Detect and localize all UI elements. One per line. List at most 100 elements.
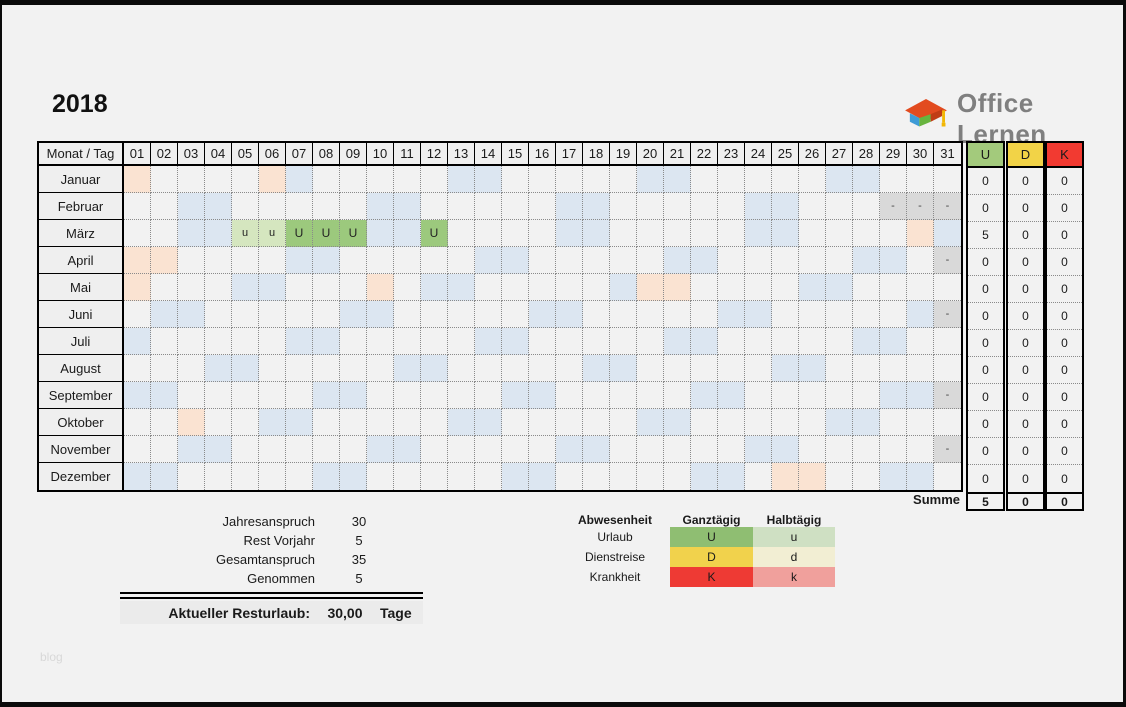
day-cell[interactable] xyxy=(637,463,664,490)
day-cell[interactable] xyxy=(799,166,826,193)
day-cell[interactable] xyxy=(691,436,718,463)
day-cell[interactable] xyxy=(475,328,502,355)
day-cell[interactable] xyxy=(259,166,286,193)
day-cell[interactable] xyxy=(934,463,961,490)
day-cell[interactable] xyxy=(907,436,934,463)
day-cell[interactable] xyxy=(610,436,637,463)
day-cell[interactable] xyxy=(205,355,232,382)
day-cell[interactable] xyxy=(448,166,475,193)
day-cell[interactable] xyxy=(745,301,772,328)
day-cell[interactable] xyxy=(907,166,934,193)
day-cell[interactable] xyxy=(394,409,421,436)
day-cell[interactable] xyxy=(664,166,691,193)
day-cell[interactable] xyxy=(610,247,637,274)
absence-count-cell[interactable]: 0 xyxy=(1047,411,1082,438)
day-cell[interactable] xyxy=(367,409,394,436)
day-cell[interactable] xyxy=(826,220,853,247)
day-cell[interactable] xyxy=(286,193,313,220)
day-cell[interactable]: - xyxy=(934,301,961,328)
absence-count-cell[interactable]: 0 xyxy=(968,249,1003,276)
day-cell[interactable] xyxy=(124,382,151,409)
day-cell[interactable] xyxy=(340,193,367,220)
absence-count-cell[interactable]: 0 xyxy=(1008,276,1043,303)
day-cell[interactable] xyxy=(205,247,232,274)
day-cell[interactable] xyxy=(799,382,826,409)
day-cell[interactable] xyxy=(259,409,286,436)
day-cell[interactable] xyxy=(556,328,583,355)
day-cell[interactable] xyxy=(799,436,826,463)
day-cell[interactable] xyxy=(691,382,718,409)
day-cell[interactable] xyxy=(529,355,556,382)
day-cell[interactable] xyxy=(367,301,394,328)
day-cell[interactable] xyxy=(529,328,556,355)
absence-count-cell[interactable]: 0 xyxy=(1008,195,1043,222)
day-cell[interactable] xyxy=(637,166,664,193)
day-cell[interactable] xyxy=(772,247,799,274)
day-cell[interactable] xyxy=(907,355,934,382)
absence-count-cell[interactable]: 0 xyxy=(1047,357,1082,384)
day-cell[interactable] xyxy=(772,409,799,436)
day-cell[interactable] xyxy=(664,355,691,382)
day-cell[interactable] xyxy=(799,463,826,490)
day-cell[interactable] xyxy=(826,409,853,436)
day-cell[interactable] xyxy=(259,274,286,301)
day-cell[interactable] xyxy=(745,328,772,355)
day-cell[interactable] xyxy=(853,166,880,193)
day-cell[interactable] xyxy=(880,409,907,436)
day-cell[interactable] xyxy=(718,409,745,436)
day-cell[interactable] xyxy=(853,220,880,247)
day-cell[interactable] xyxy=(448,247,475,274)
day-cell[interactable] xyxy=(124,247,151,274)
day-cell[interactable] xyxy=(232,247,259,274)
day-cell[interactable] xyxy=(178,247,205,274)
day-cell[interactable] xyxy=(421,166,448,193)
day-cell[interactable] xyxy=(421,274,448,301)
day-cell[interactable] xyxy=(583,355,610,382)
day-cell[interactable] xyxy=(664,301,691,328)
day-cell[interactable] xyxy=(124,193,151,220)
day-cell[interactable] xyxy=(448,463,475,490)
day-cell[interactable] xyxy=(529,436,556,463)
day-cell[interactable] xyxy=(934,274,961,301)
day-cell[interactable] xyxy=(880,247,907,274)
day-cell[interactable] xyxy=(178,355,205,382)
day-cell[interactable] xyxy=(286,274,313,301)
day-cell[interactable] xyxy=(502,409,529,436)
summary-row-value[interactable]: 30 xyxy=(351,514,367,529)
day-cell[interactable] xyxy=(745,382,772,409)
day-cell[interactable] xyxy=(556,220,583,247)
day-cell[interactable] xyxy=(178,382,205,409)
day-cell[interactable] xyxy=(637,301,664,328)
summary-row-value[interactable]: 5 xyxy=(355,533,363,548)
day-cell[interactable] xyxy=(448,301,475,328)
summary-row-value[interactable]: 35 xyxy=(351,552,367,567)
day-cell[interactable] xyxy=(799,274,826,301)
day-cell[interactable] xyxy=(340,301,367,328)
day-cell[interactable] xyxy=(502,193,529,220)
day-cell[interactable] xyxy=(853,301,880,328)
day-cell[interactable] xyxy=(340,247,367,274)
day-cell[interactable] xyxy=(529,463,556,490)
day-cell[interactable] xyxy=(718,355,745,382)
day-cell[interactable] xyxy=(151,436,178,463)
day-cell[interactable] xyxy=(259,463,286,490)
day-cell[interactable] xyxy=(529,247,556,274)
day-cell[interactable] xyxy=(529,274,556,301)
day-cell[interactable] xyxy=(151,193,178,220)
day-cell[interactable] xyxy=(583,166,610,193)
day-cell[interactable] xyxy=(178,463,205,490)
day-cell[interactable] xyxy=(475,301,502,328)
day-cell[interactable] xyxy=(124,355,151,382)
day-cell[interactable] xyxy=(799,301,826,328)
day-cell[interactable] xyxy=(610,193,637,220)
day-cell[interactable] xyxy=(799,193,826,220)
day-cell[interactable] xyxy=(826,247,853,274)
day-cell[interactable] xyxy=(421,382,448,409)
day-cell[interactable] xyxy=(286,436,313,463)
day-cell[interactable] xyxy=(583,247,610,274)
day-cell[interactable] xyxy=(934,409,961,436)
absence-count-cell[interactable]: 0 xyxy=(1008,438,1043,465)
day-cell[interactable] xyxy=(124,301,151,328)
day-cell[interactable] xyxy=(664,193,691,220)
day-cell[interactable] xyxy=(556,193,583,220)
